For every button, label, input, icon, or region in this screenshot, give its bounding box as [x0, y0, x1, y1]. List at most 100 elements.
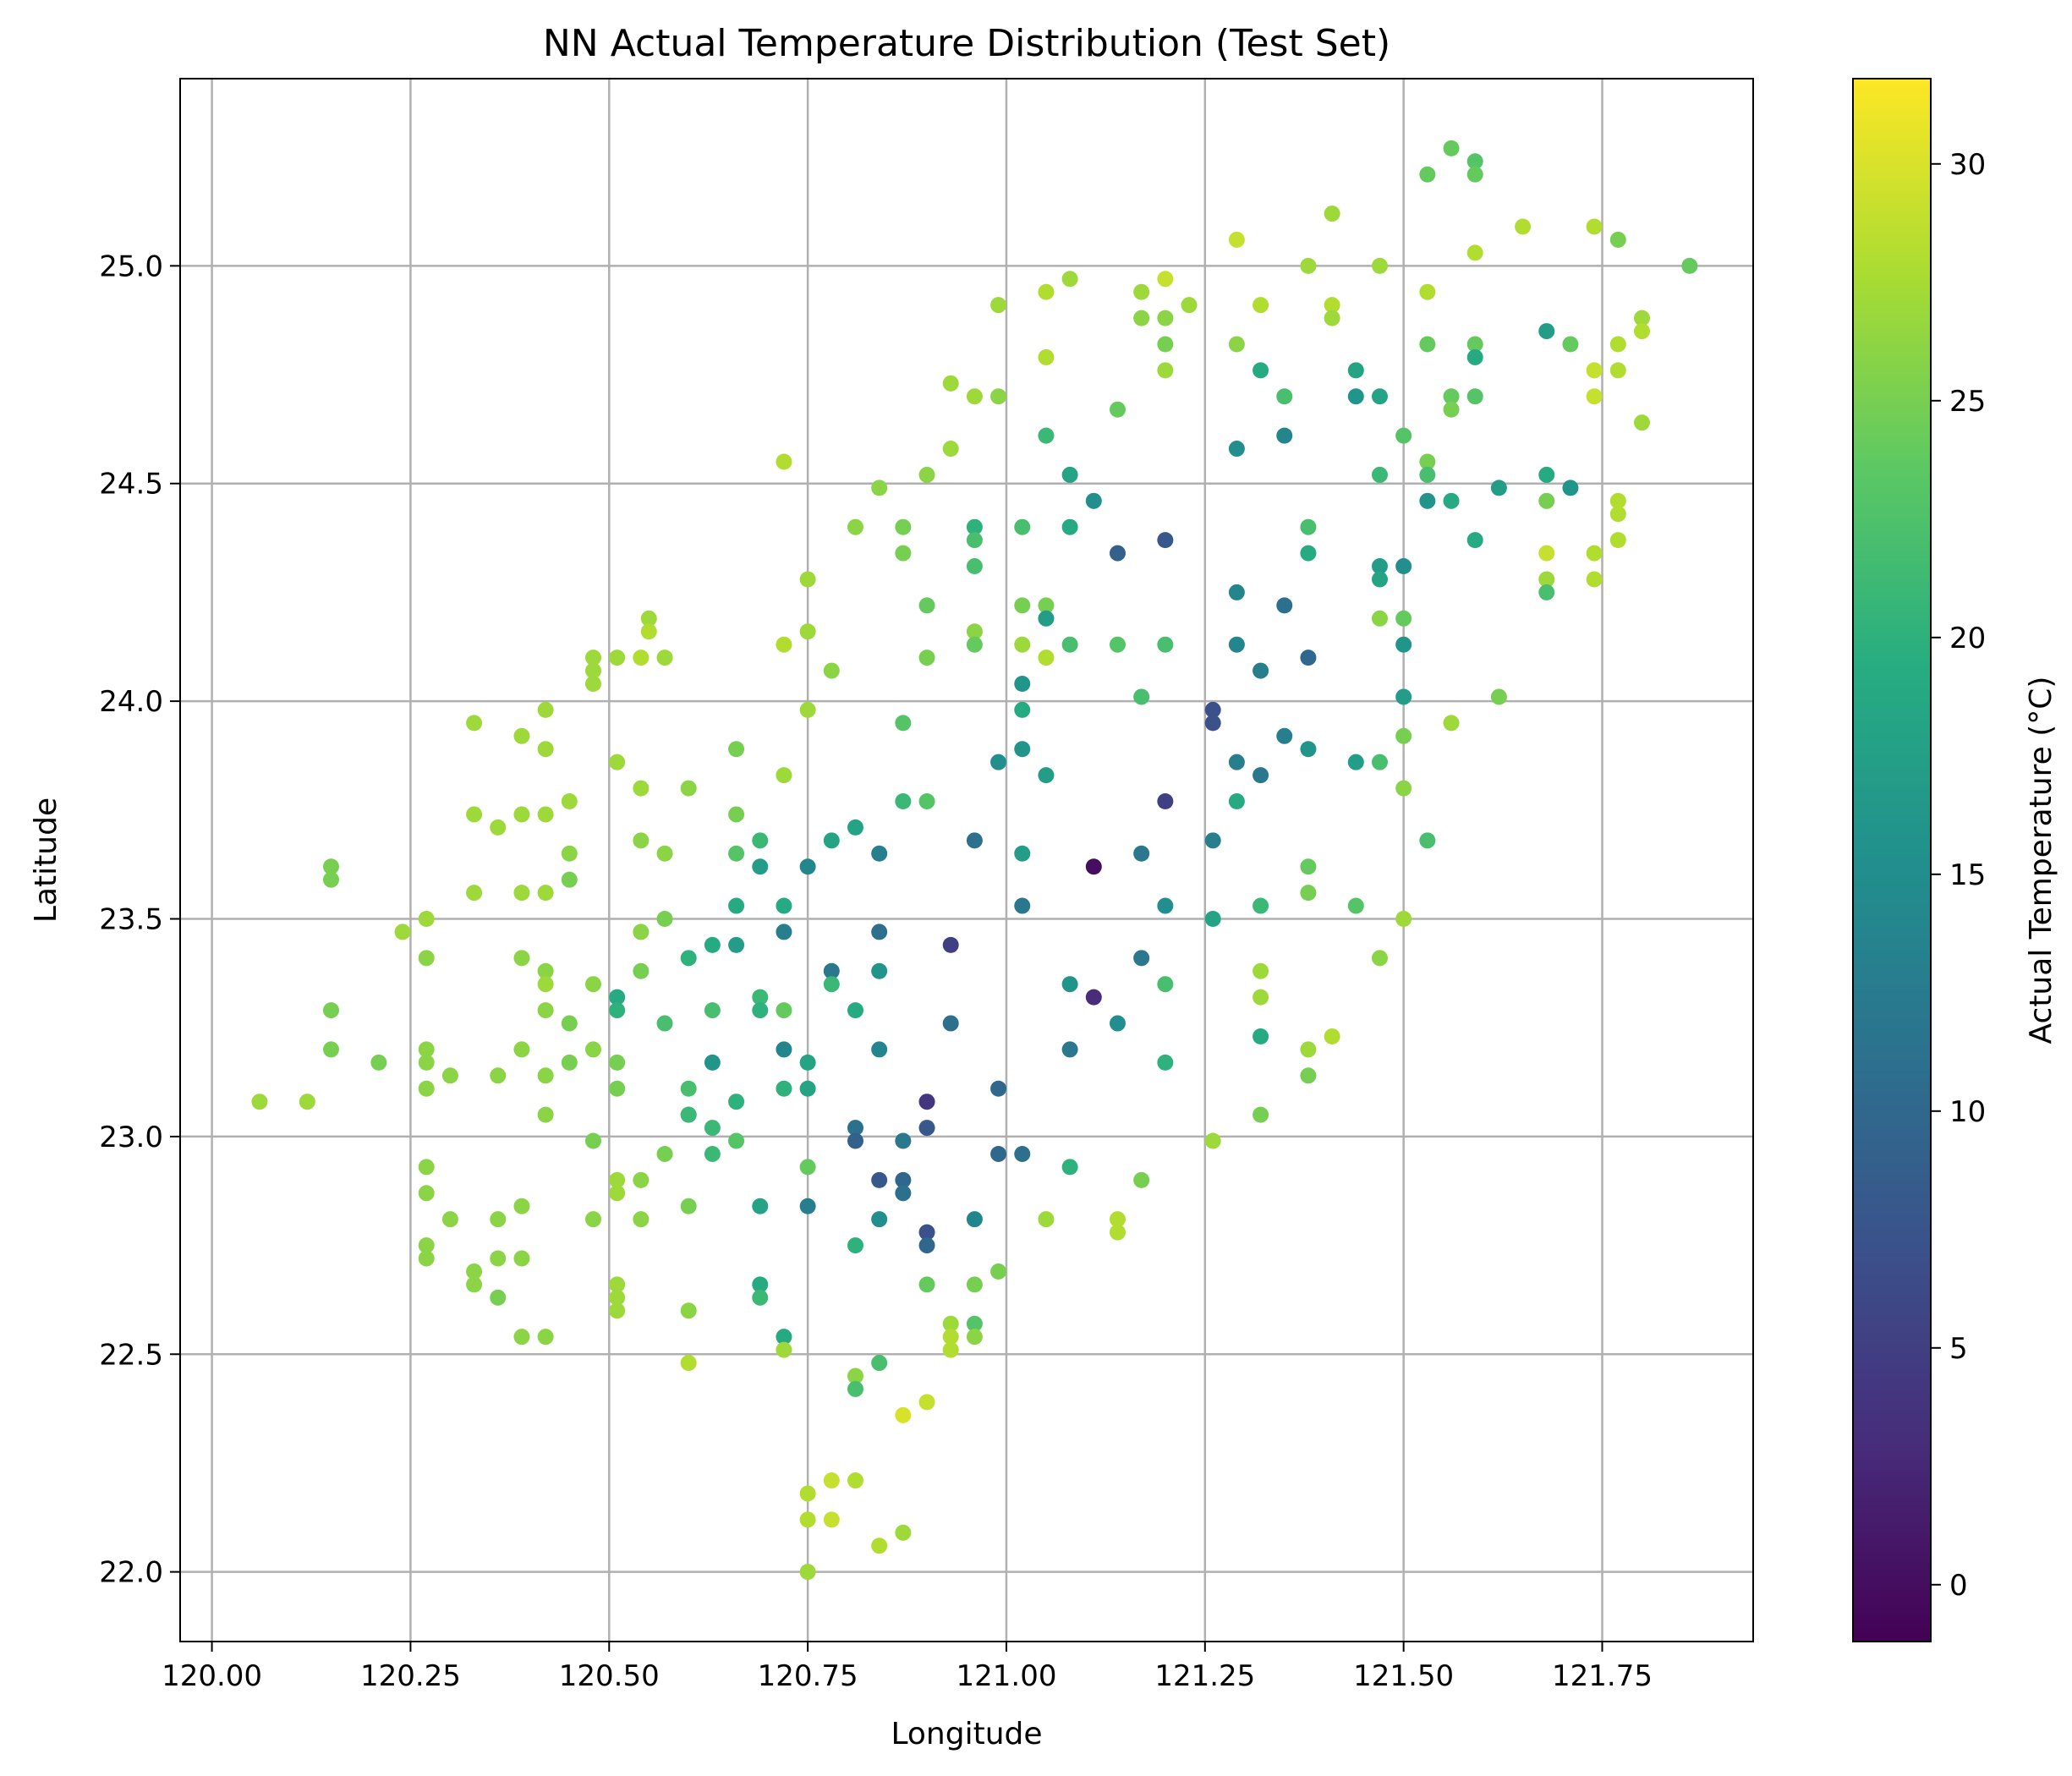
- data-point: [704, 936, 721, 953]
- data-point: [633, 832, 650, 849]
- data-point: [1109, 1224, 1126, 1241]
- data-point: [418, 910, 435, 927]
- colorbar-tick-label: 20: [1949, 622, 1986, 655]
- data-point: [1038, 767, 1055, 784]
- data-point: [513, 950, 530, 967]
- data-point: [1038, 1211, 1055, 1228]
- data-point: [895, 1132, 912, 1149]
- data-point: [895, 1524, 912, 1541]
- data-point: [1228, 584, 1245, 600]
- data-point: [776, 1080, 792, 1097]
- data-point: [1681, 257, 1698, 274]
- data-point: [609, 1080, 626, 1097]
- data-point: [1014, 676, 1031, 693]
- data-point: [1228, 336, 1245, 353]
- data-point: [918, 466, 935, 483]
- data-point: [847, 1380, 863, 1397]
- data-point: [1466, 244, 1483, 261]
- data-point: [1133, 845, 1150, 862]
- data-point: [1466, 336, 1483, 353]
- data-point: [1371, 754, 1388, 770]
- data-point: [799, 858, 816, 875]
- data-point: [895, 793, 912, 810]
- data-point: [633, 1211, 650, 1228]
- data-point: [513, 1198, 530, 1214]
- data-point: [466, 885, 483, 902]
- data-point: [752, 1276, 769, 1293]
- data-point: [1538, 571, 1555, 588]
- data-point: [1371, 257, 1388, 274]
- data-point: [895, 518, 912, 535]
- data-point: [752, 989, 769, 1006]
- data-point: [847, 1237, 863, 1254]
- plot-frame: [179, 78, 1754, 1642]
- data-point: [942, 1341, 959, 1358]
- data-point: [1609, 231, 1626, 248]
- data-point: [1133, 688, 1150, 705]
- data-point: [918, 650, 935, 666]
- data-point: [1609, 532, 1626, 549]
- data-point: [990, 1145, 1007, 1162]
- data-point: [1419, 466, 1436, 483]
- chart-title: NN Actual Temperature Distribution (Test…: [543, 22, 1390, 65]
- data-point: [1133, 950, 1150, 967]
- data-point: [918, 1394, 935, 1411]
- data-point: [799, 1511, 816, 1528]
- data-point: [680, 1355, 697, 1372]
- data-point: [728, 741, 745, 758]
- data-point: [918, 1276, 935, 1293]
- data-point: [1276, 727, 1293, 744]
- data-point: [1061, 1041, 1078, 1058]
- data-point: [1419, 336, 1436, 353]
- data-point: [251, 1094, 268, 1110]
- data-point: [466, 1263, 483, 1280]
- data-point: [1300, 885, 1317, 902]
- data-point: [1347, 897, 1364, 914]
- data-point: [1204, 1132, 1221, 1149]
- y-axis-ticks: 22.0 22.5 23.0 23.5 24.0 24.5 25.0: [99, 249, 180, 1590]
- data-point: [1371, 388, 1388, 405]
- data-point: [322, 871, 339, 888]
- data-point: [1228, 636, 1245, 653]
- data-point: [942, 1315, 959, 1332]
- data-point: [1157, 1054, 1174, 1071]
- data-point: [1253, 897, 1269, 914]
- data-point: [561, 793, 578, 810]
- data-point: [1419, 166, 1436, 183]
- data-point: [847, 819, 863, 836]
- data-point: [1300, 858, 1317, 875]
- data-point: [394, 924, 411, 940]
- colorbar-label: Actual Temperature (°C): [2024, 677, 2058, 1044]
- data-point: [752, 1002, 769, 1019]
- data-point: [1014, 1145, 1031, 1162]
- data-point: [966, 518, 983, 535]
- grid-lines: [180, 79, 1753, 1642]
- x-tick-label: 120.75: [758, 1659, 858, 1693]
- data-point: [1395, 688, 1412, 705]
- data-point: [537, 1106, 554, 1123]
- data-point: [633, 1171, 650, 1188]
- data-point: [918, 1120, 935, 1137]
- data-point: [1466, 153, 1483, 170]
- data-point: [1395, 727, 1412, 744]
- data-point: [1490, 688, 1507, 705]
- data-point: [513, 727, 530, 744]
- data-point: [847, 1132, 863, 1149]
- data-point: [1204, 910, 1221, 927]
- data-point: [1085, 492, 1102, 509]
- data-point: [561, 1015, 578, 1032]
- data-point: [1586, 388, 1603, 405]
- data-point: [1061, 636, 1078, 653]
- data-point: [871, 845, 888, 862]
- data-point: [918, 793, 935, 810]
- x-axis-ticks: 120.00 120.25 120.50 120.75 121.00 121.25 121.…: [162, 1642, 1653, 1693]
- data-point: [1253, 297, 1269, 314]
- data-point: [942, 375, 959, 392]
- data-point: [656, 845, 673, 862]
- x-tick-label: 120.25: [360, 1659, 461, 1693]
- data-point: [490, 1067, 507, 1084]
- data-point: [1038, 348, 1055, 365]
- data-point: [1253, 1106, 1269, 1123]
- data-point: [847, 1472, 863, 1489]
